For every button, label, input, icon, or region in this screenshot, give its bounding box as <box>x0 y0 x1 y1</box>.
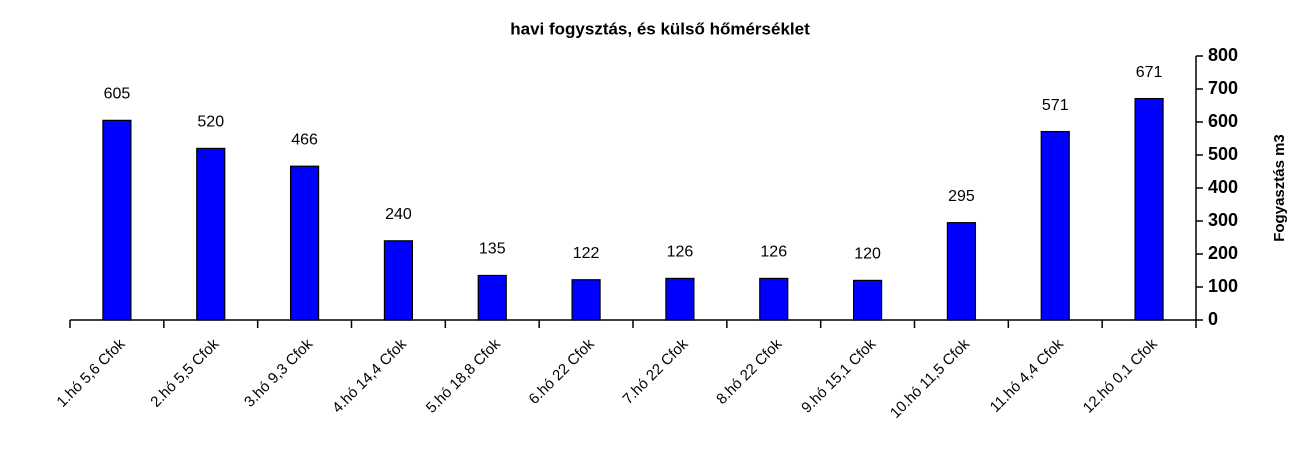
x-tick-label: 6.hó 22 Cfok <box>526 335 599 408</box>
bar <box>665 277 695 321</box>
x-tick-label: 8.hó 22 Cfok <box>713 335 786 408</box>
bar <box>196 147 226 321</box>
y-axis-label: Fogyasztás m3 <box>1271 134 1288 242</box>
x-tick-label: 2.hó 5,5 Cfok <box>147 335 222 410</box>
x-tick-label: 5.hó 18,8 Cfok <box>423 335 504 416</box>
y-tick-label: 0 <box>1208 309 1218 329</box>
y-tick-label: 800 <box>1208 45 1238 65</box>
chart-title: havi fogysztás, és külső hőmérséklet <box>510 19 810 38</box>
data-label: 240 <box>385 206 412 223</box>
bar <box>289 165 320 321</box>
y-tick-label: 500 <box>1208 144 1238 164</box>
x-tick-label: 9.hó 15,1 Cfok <box>798 335 879 416</box>
bar <box>571 279 601 321</box>
y-tick-label: 700 <box>1208 78 1238 98</box>
y-tick-label: 600 <box>1208 111 1238 131</box>
data-label: 126 <box>760 244 787 261</box>
bar <box>477 274 507 321</box>
data-label: 135 <box>479 241 506 258</box>
bar <box>383 240 414 321</box>
data-label: 466 <box>291 131 318 148</box>
data-label: 126 <box>667 244 694 261</box>
data-label: 571 <box>1042 97 1069 114</box>
x-tick-label: 7.hó 22 Cfok <box>619 335 692 408</box>
bar <box>759 277 789 321</box>
x-tick-label: 3.hó 9,3 Cfok <box>241 335 316 410</box>
bar <box>102 119 132 321</box>
bar <box>1134 97 1164 321</box>
x-tick-label: 4.hó 14,4 Cfok <box>329 335 410 416</box>
bar <box>852 279 883 321</box>
data-label: 520 <box>197 114 224 131</box>
data-label: 122 <box>573 245 600 262</box>
y-tick-label: 100 <box>1208 276 1238 296</box>
data-label: 295 <box>948 188 975 205</box>
data-label: 120 <box>854 246 881 263</box>
data-label: 605 <box>104 86 131 103</box>
y-tick-label: 200 <box>1208 243 1238 263</box>
bar <box>946 222 977 321</box>
data-label: 671 <box>1136 64 1163 81</box>
x-tick-label: 1.hó 5,6 Cfok <box>53 335 128 410</box>
x-tick-label: 11.hó 4,4 Cfok <box>987 335 1068 416</box>
x-tick-label: 10.hó 11,5 Cfok <box>887 335 973 421</box>
x-tick-label: 12.hó 0,1 Cfok <box>1080 335 1161 416</box>
y-tick-label: 300 <box>1208 210 1238 230</box>
bar <box>1040 130 1070 321</box>
y-tick-label: 400 <box>1208 177 1238 197</box>
